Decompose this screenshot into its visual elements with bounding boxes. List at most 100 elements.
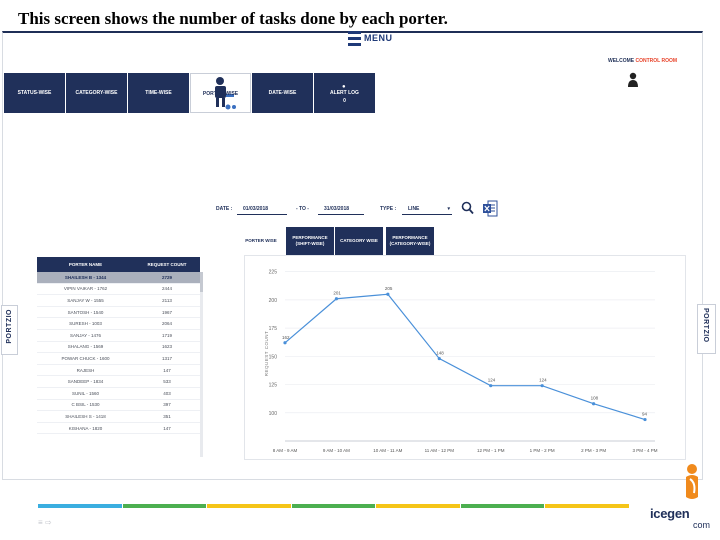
data-point (386, 292, 390, 296)
column-header-count[interactable]: REQUEST COUNT (147, 262, 187, 267)
request-count-cell: 1719 (161, 332, 172, 338)
tab-label: ALERT LOG (330, 90, 359, 96)
subtab-category-wise[interactable]: CATEGORY WISE (335, 227, 383, 255)
data-point (643, 417, 647, 422)
search-icon[interactable] (461, 201, 474, 215)
porter-name-cell: SHALANG - 1569 (67, 344, 104, 350)
side-logo-left: PORTZIO (1, 305, 18, 355)
slide-nav-icons[interactable]: ≡ ⇨ (38, 518, 52, 527)
table-row[interactable]: VIPIN VAIKAR - 1762 2444 (37, 284, 200, 296)
tab-category-wise[interactable]: CATEGORY-WISE (66, 73, 127, 113)
table-row[interactable]: SHAILESH B - 1344 2729 (37, 272, 200, 284)
x-tick-label: 9 AM - 10 AM (323, 448, 350, 453)
subtab-porter-wise[interactable]: PORTER WISE (237, 227, 285, 255)
request-count-cell: 147 (163, 425, 171, 431)
request-count-cell: 1967 (161, 309, 172, 315)
y-axis-label: REQUEST COUNT (264, 331, 269, 376)
icegen-logo-icon (686, 464, 698, 499)
from-date-input[interactable]: 01/03/2018 (237, 203, 287, 215)
subtab-performance-category[interactable]: PERFORMANCE (CATEGORY-WISE) (386, 227, 434, 255)
hamburger-icon (348, 31, 361, 46)
menu-label: MENU (364, 33, 393, 43)
brand-vertical-text: PORTZIO (702, 308, 709, 343)
chart-type-select[interactable]: LINE ▾ (402, 203, 452, 215)
tab-porter-wise[interactable]: PORTER-WISE (190, 73, 251, 113)
tab-date-wise[interactable]: DATE-WISE (252, 73, 313, 113)
porter-name-cell: KISHANA - 1820 (68, 425, 103, 431)
footer-stripe-segment (207, 504, 291, 508)
porter-name-cell: SANJAY - 1476 (69, 332, 102, 338)
request-count-cell: 2729 (161, 274, 172, 280)
to-label: - TO - (296, 206, 309, 212)
table-row[interactable]: SHAILESH S - 1418 351 (37, 411, 200, 423)
footer-stripe-segment (122, 504, 207, 508)
y-tick-label: 150 (269, 354, 278, 360)
tab-time-wise[interactable]: TIME-WISE (128, 73, 189, 113)
table-body: SHAILESH B - 1344 2729 VIPIN VAIKAR - 1762… (37, 272, 200, 435)
x-tick-label: 8 AM - 9 AM (273, 448, 298, 453)
data-label: 205 (385, 286, 393, 291)
excel-export-icon[interactable] (483, 200, 498, 217)
welcome-label: WELCOME (608, 58, 635, 64)
to-date-input[interactable]: 31/03/2018 (318, 203, 364, 215)
tab-label: CATEGORY-WISE (75, 90, 118, 96)
y-tick-label: 100 (269, 411, 278, 417)
table-row[interactable]: SHALANG - 1569 1623 (37, 342, 200, 354)
request-count-cell: 2113 (162, 297, 172, 303)
table-row[interactable]: SANJAY - 1476 1719 (37, 330, 200, 342)
porter-icon (215, 77, 236, 110)
porter-name-cell: SHAILESH S - 1418 (65, 413, 106, 419)
footer-stripe-segment (545, 504, 629, 508)
brand-domain: com (693, 520, 711, 530)
porter-name-cell: SUNIL - 1560 (71, 390, 100, 396)
porter-name-cell: SURESH - 1003 (69, 321, 102, 327)
porter-name-cell: RAJESH (76, 367, 95, 373)
scrollbar-thumb[interactable] (200, 272, 203, 292)
data-label: 162 (282, 335, 290, 340)
request-count-cell: 2444 (161, 286, 172, 292)
series-line (284, 293, 646, 421)
data-label: 201 (333, 291, 341, 296)
chart-panel: 100 125 150 175 200 225 REQUEST COUNT 162 201 205… (244, 255, 686, 460)
table-row[interactable]: C BSIL - 1530 397 (37, 400, 200, 412)
tab-label: TIME-WISE (145, 90, 172, 96)
table-row[interactable]: SURESH - 1003 2064 (37, 318, 200, 330)
footer-stripe-segment (460, 504, 545, 508)
request-count-cell: 533 (163, 379, 171, 385)
welcome-text: WELCOME CONTROL ROOM (608, 58, 677, 64)
brand-vertical-text: PORTZIO (6, 309, 13, 344)
tab-status-wise[interactable]: STATUS-WISE (4, 73, 65, 113)
request-count-cell: 1623 (161, 344, 172, 350)
table-row[interactable]: RAJESH 147 (37, 365, 200, 377)
table-row[interactable]: SANDEEP - 1834 533 (37, 376, 200, 388)
porter-name-cell: POWAR CHUCK - 1600 (61, 355, 110, 361)
bell-icon: ● (342, 84, 346, 90)
footer-stripe-segment (376, 504, 460, 508)
x-tick-label: 11 AM - 12 PM (425, 448, 455, 453)
data-point (540, 384, 544, 388)
y-tick-label: 225 (269, 270, 278, 276)
column-header-porter[interactable]: PORTER NAME (68, 262, 103, 267)
chevron-down-icon: ▾ (447, 206, 450, 212)
porter-name-cell: SANTOSH - 1540 (67, 309, 104, 315)
footer-stripe-segment (291, 504, 376, 508)
porter-table: PORTER NAME REQUEST COUNT SHAILESH B - 1… (37, 257, 200, 435)
table-row[interactable]: SUNIL - 1560 403 (37, 388, 200, 400)
table-row[interactable]: SANTOSH - 1540 1967 (37, 307, 200, 319)
table-row[interactable]: POWAR CHUCK - 1600 1317 (37, 353, 200, 365)
table-row[interactable]: SANJAY W - 1555 2113 (37, 295, 200, 307)
data-point (437, 356, 441, 361)
user-icon[interactable] (627, 72, 639, 88)
data-label: 108 (591, 396, 599, 401)
table-row[interactable]: KISHANA - 1820 147 (37, 423, 200, 435)
request-count-cell: 147 (163, 367, 171, 373)
tab-alert-log[interactable]: ● ALERT LOG 0 (314, 73, 375, 113)
x-tick-label: 12 PM - 1 PM (477, 448, 505, 453)
table-scrollbar[interactable] (200, 272, 203, 457)
porter-name-cell: VIPIN VAIKAR - 1762 (63, 286, 108, 292)
menu-button[interactable]: MENU (346, 30, 394, 50)
subtab-performance-shift[interactable]: PERFORMANCE (SHIFT-WISE) (286, 227, 334, 255)
data-point (334, 297, 339, 301)
data-label: 124 (539, 378, 547, 383)
